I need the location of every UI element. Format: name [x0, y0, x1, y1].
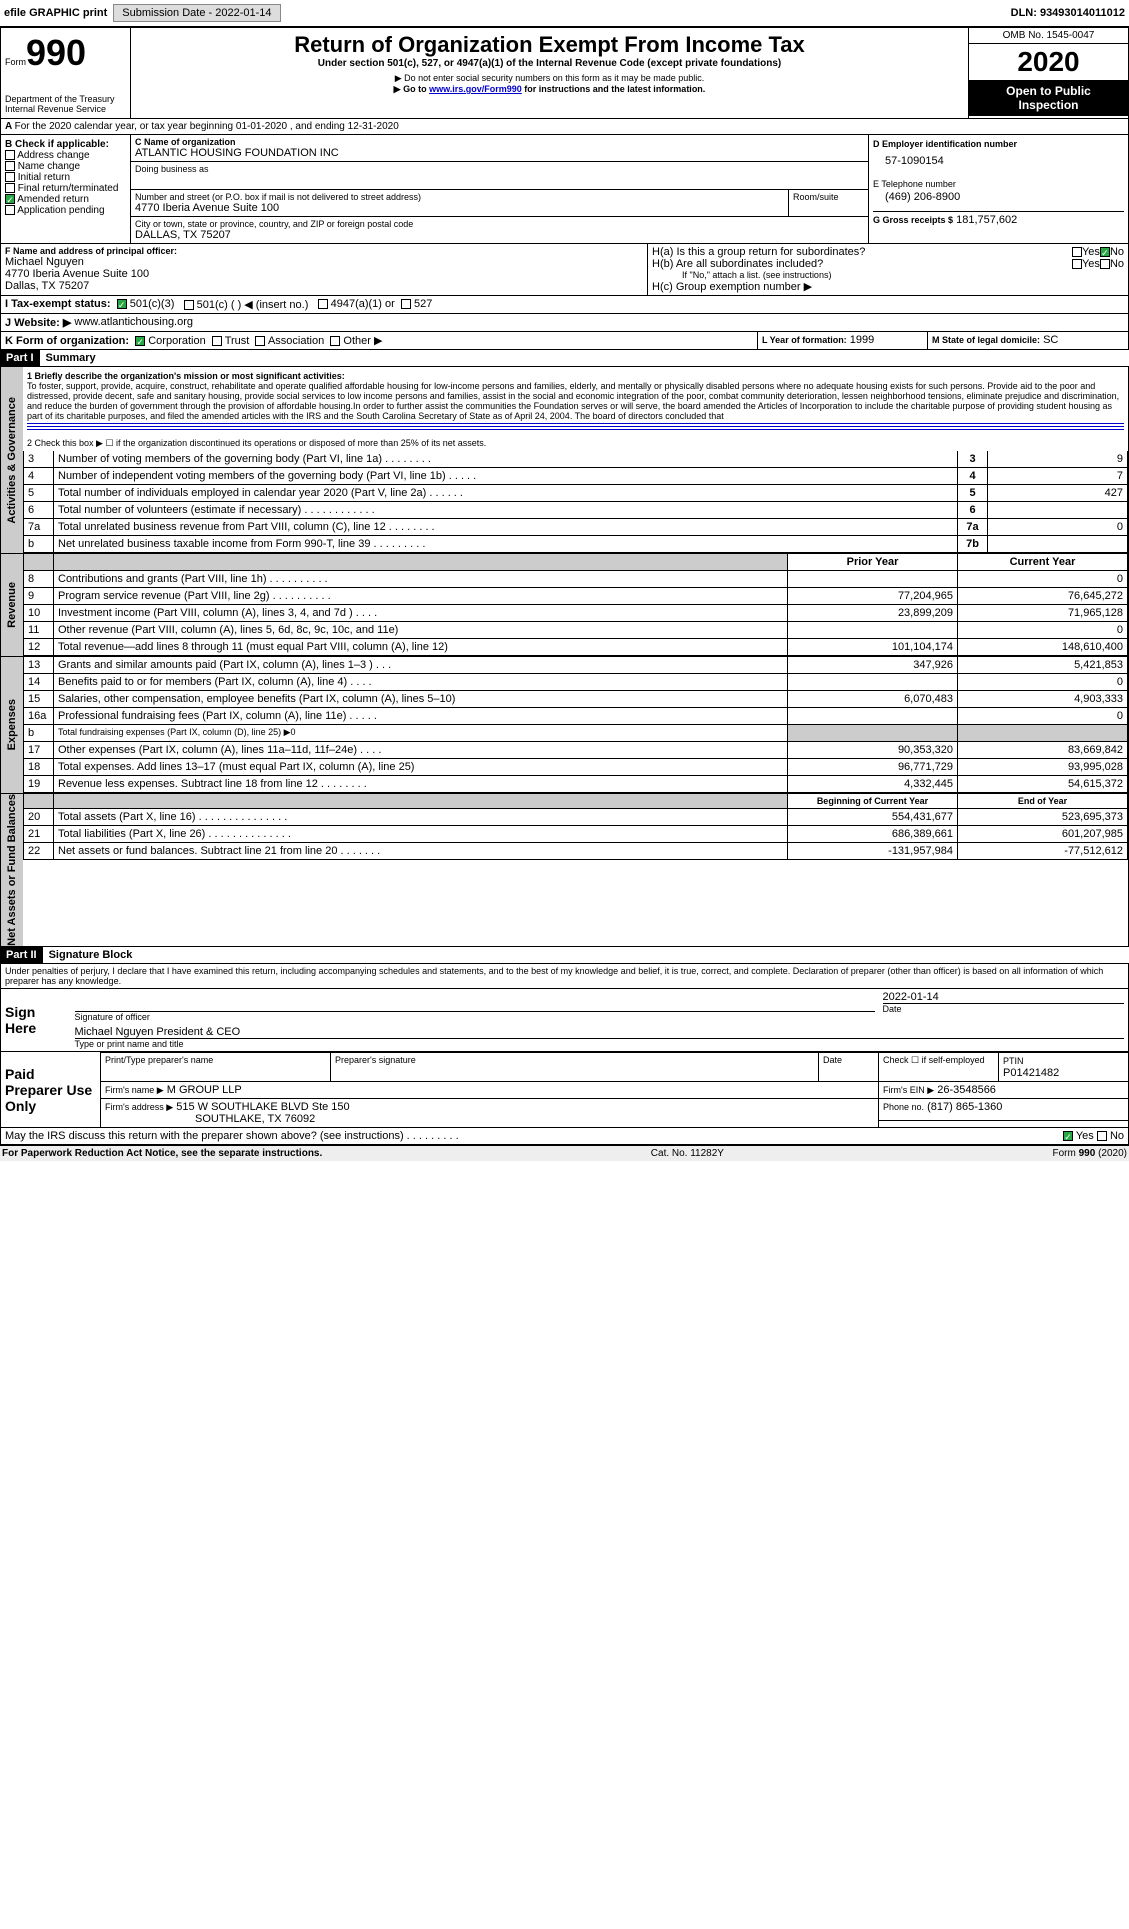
- table-row: 16aProfessional fundraising fees (Part I…: [24, 708, 1128, 725]
- hb-no[interactable]: No: [1100, 258, 1124, 270]
- governance-table: 3Number of voting members of the governi…: [23, 451, 1128, 553]
- opt-527[interactable]: 527: [401, 298, 432, 311]
- topbar: efile GRAPHIC print Submission Date - 20…: [0, 0, 1129, 27]
- opt-other[interactable]: Other ▶: [330, 335, 382, 347]
- netassets-table: Beginning of Current YearEnd of Year 20T…: [23, 794, 1128, 860]
- expenses-block: Expenses 13Grants and similar amounts pa…: [0, 657, 1129, 794]
- subtitle-3: ▶ Go to www.irs.gov/Form990 for instruct…: [135, 84, 964, 95]
- line-2: 2 Check this box ▶ ☐ if the organization…: [23, 436, 1128, 451]
- entity-block: B Check if applicable: Address change Na…: [0, 135, 1129, 244]
- check-pending[interactable]: Application pending: [5, 205, 126, 216]
- table-row: 19Revenue less expenses. Subtract line 1…: [24, 776, 1128, 793]
- efile-label: efile GRAPHIC print: [4, 7, 107, 19]
- phone-value: (469) 206-8900: [885, 191, 1124, 203]
- footer: For Paperwork Reduction Act Notice, see …: [0, 1145, 1129, 1161]
- org-name: ATLANTIC HOUSING FOUNDATION INC: [135, 147, 864, 159]
- org-street: 4770 Iberia Avenue Suite 100: [135, 202, 784, 214]
- form-990-page: efile GRAPHIC print Submission Date - 20…: [0, 0, 1129, 1161]
- opt-4947[interactable]: 4947(a)(1) or: [318, 298, 395, 311]
- table-row: 8Contributions and grants (Part VIII, li…: [24, 571, 1128, 588]
- penalties-text: Under penalties of perjury, I declare th…: [0, 963, 1129, 989]
- netassets-tab: Net Assets or Fund Balances: [1, 794, 23, 946]
- expenses-table: 13Grants and similar amounts paid (Part …: [23, 657, 1128, 793]
- discuss-no[interactable]: No: [1097, 1130, 1124, 1142]
- omb-number: OMB No. 1545-0047: [969, 28, 1128, 44]
- ein-value: 57-1090154: [885, 155, 1124, 167]
- table-row: 6Total number of volunteers (estimate if…: [24, 502, 1128, 519]
- table-row: 3Number of voting members of the governi…: [24, 451, 1128, 468]
- netassets-block: Net Assets or Fund Balances Beginning of…: [0, 794, 1129, 947]
- table-row: 9Program service revenue (Part VIII, lin…: [24, 588, 1128, 605]
- paid-preparer-block: Paid Preparer Use Only Print/Type prepar…: [0, 1052, 1129, 1128]
- tax-exempt-row: I Tax-exempt status: 501(c)(3) 501(c) ( …: [0, 296, 1129, 314]
- korg-row: K Form of organization: Corporation Trus…: [0, 332, 1129, 350]
- dept-treasury: Department of the Treasury Internal Reve…: [5, 94, 126, 114]
- gross-receipts: 181,757,602: [956, 214, 1017, 226]
- check-initial[interactable]: Initial return: [5, 172, 126, 183]
- activities-governance-block: Activities & Governance 1 Briefly descri…: [0, 366, 1129, 554]
- check-final[interactable]: Final return/terminated: [5, 183, 126, 194]
- officer-block: F Name and address of principal officer:…: [0, 244, 1129, 296]
- table-row: 18Total expenses. Add lines 13–17 (must …: [24, 759, 1128, 776]
- opt-assoc[interactable]: Association: [255, 335, 324, 347]
- opt-501c[interactable]: 501(c) ( ) ◀ (insert no.): [184, 298, 309, 311]
- form-prefix: Form: [5, 57, 26, 67]
- sign-here-block: Sign Here Signature of officer 2022-01-1…: [0, 989, 1129, 1052]
- expenses-tab: Expenses: [1, 657, 23, 793]
- inspection-box: Open to PublicInspection: [969, 80, 1128, 116]
- table-row: 22Net assets or fund balances. Subtract …: [24, 843, 1128, 860]
- form-header: Form990 Department of the Treasury Inter…: [0, 27, 1129, 119]
- firm-name: M GROUP LLP: [167, 1084, 242, 1096]
- part1-header: Part I Summary: [0, 350, 1129, 366]
- officer-printed-name: Michael Nguyen President & CEO: [75, 1026, 1125, 1038]
- mission-text: To foster, support, provide, acquire, co…: [27, 381, 1124, 421]
- opt-501c3[interactable]: 501(c)(3): [117, 298, 175, 311]
- form-number: 990: [26, 32, 86, 73]
- opt-trust[interactable]: Trust: [212, 335, 250, 347]
- opt-corp[interactable]: Corporation: [135, 335, 206, 347]
- period-line: A For the 2020 calendar year, or tax yea…: [0, 119, 1129, 135]
- hb-yes[interactable]: Yes: [1072, 258, 1100, 270]
- ha-no[interactable]: No: [1100, 246, 1124, 258]
- check-name[interactable]: Name change: [5, 161, 126, 172]
- table-row: 5Total number of individuals employed in…: [24, 485, 1128, 502]
- website-value: www.atlantichousing.org: [74, 316, 193, 329]
- part2-header: Part II Signature Block: [0, 947, 1129, 963]
- table-row: 13Grants and similar amounts paid (Part …: [24, 657, 1128, 674]
- discuss-yes[interactable]: Yes: [1063, 1130, 1094, 1142]
- section-b: B Check if applicable: Address change Na…: [1, 135, 131, 243]
- discuss-row: May the IRS discuss this return with the…: [0, 1128, 1129, 1145]
- revenue-block: Revenue Prior YearCurrent Year 8Contribu…: [0, 554, 1129, 657]
- table-row: 4Number of independent voting members of…: [24, 468, 1128, 485]
- tax-year: 2020: [969, 44, 1128, 80]
- table-row: 20Total assets (Part X, line 16) . . . .…: [24, 809, 1128, 826]
- form-title: Return of Organization Exempt From Incom…: [135, 32, 964, 58]
- table-row: bTotal fundraising expenses (Part IX, co…: [24, 725, 1128, 742]
- check-address[interactable]: Address change: [5, 150, 126, 161]
- check-amended[interactable]: Amended return: [5, 194, 126, 205]
- table-row: 21Total liabilities (Part X, line 26) . …: [24, 826, 1128, 843]
- submission-date-button[interactable]: Submission Date - 2022-01-14: [113, 4, 280, 22]
- section-c: C Name of organization ATLANTIC HOUSING …: [131, 135, 868, 243]
- table-row: 14Benefits paid to or for members (Part …: [24, 674, 1128, 691]
- org-city: DALLAS, TX 75207: [135, 229, 864, 241]
- revenue-tab: Revenue: [1, 554, 23, 656]
- table-row: 12Total revenue—add lines 8 through 11 (…: [24, 639, 1128, 656]
- officer-name: Michael Nguyen: [5, 256, 643, 268]
- table-row: bNet unrelated business taxable income f…: [24, 536, 1128, 553]
- subtitle-2: ▶ Do not enter social security numbers o…: [135, 73, 964, 84]
- table-row: 7aTotal unrelated business revenue from …: [24, 519, 1128, 536]
- subtitle-1: Under section 501(c), 527, or 4947(a)(1)…: [135, 58, 964, 69]
- governance-tab: Activities & Governance: [1, 367, 23, 553]
- website-row: J Website: ▶ www.atlantichousing.org: [0, 314, 1129, 332]
- table-row: 11Other revenue (Part VIII, column (A), …: [24, 622, 1128, 639]
- table-row: 10Investment income (Part VIII, column (…: [24, 605, 1128, 622]
- table-row: 17Other expenses (Part IX, column (A), l…: [24, 742, 1128, 759]
- ha-yes[interactable]: Yes: [1072, 246, 1100, 258]
- section-d-e-g: D Employer identification number 57-1090…: [868, 135, 1128, 243]
- revenue-table: Prior YearCurrent Year 8Contributions an…: [23, 554, 1128, 656]
- dln-label: DLN: 93493014011012: [1011, 7, 1125, 19]
- table-row: 15Salaries, other compensation, employee…: [24, 691, 1128, 708]
- irs-link[interactable]: www.irs.gov/Form990: [429, 84, 522, 94]
